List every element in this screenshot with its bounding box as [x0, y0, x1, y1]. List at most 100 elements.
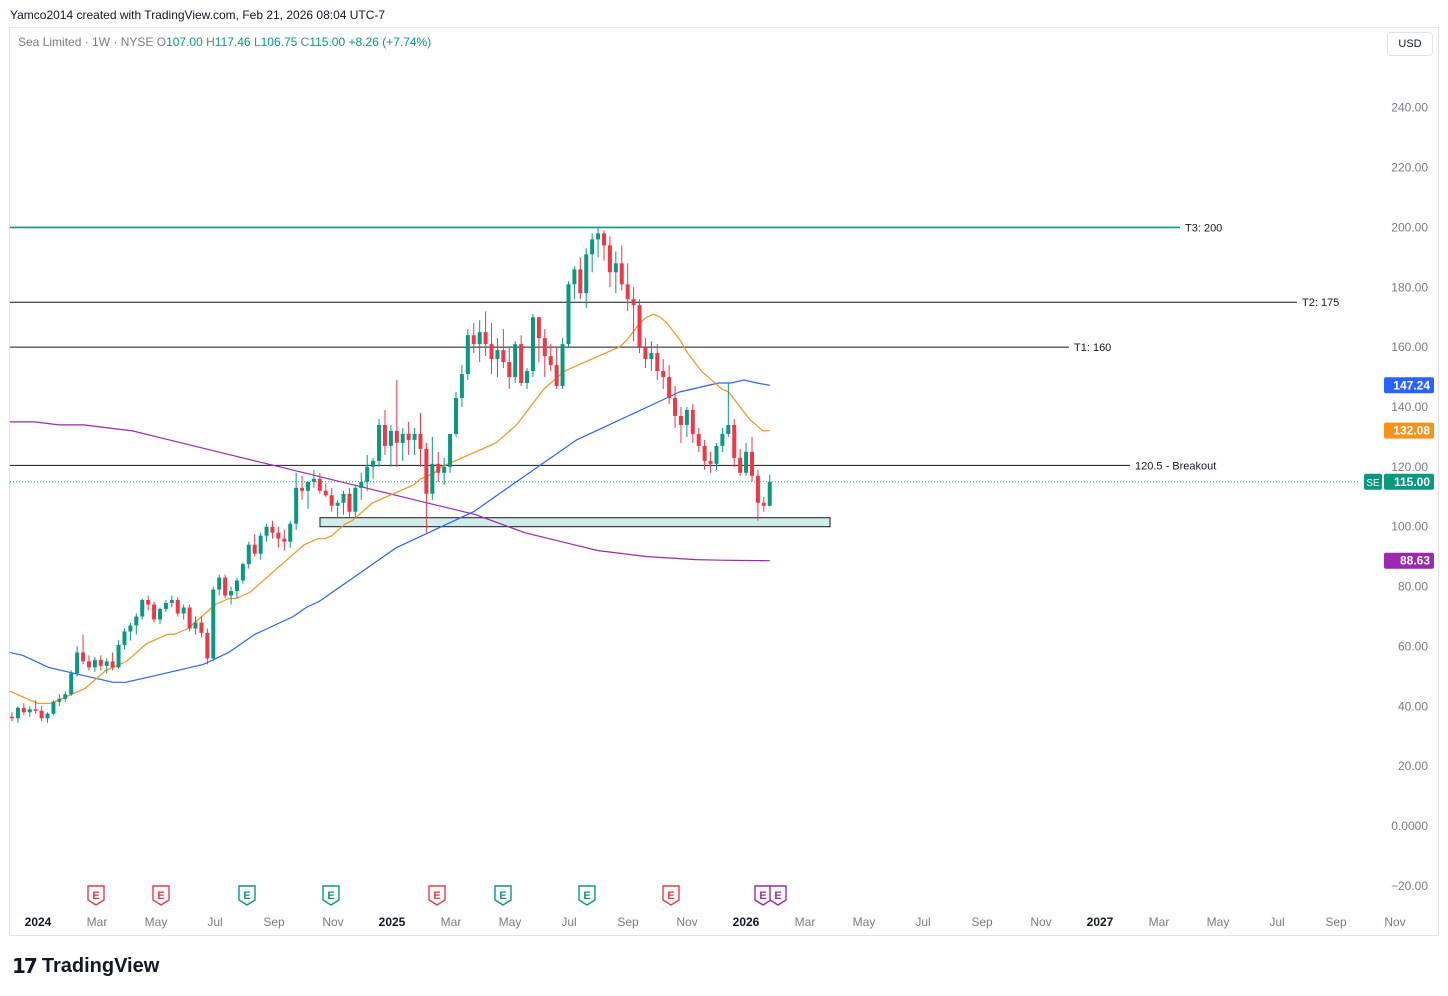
candle-body — [365, 466, 370, 482]
earnings-marker-label: E — [667, 890, 674, 902]
x-axis-tick-label: May — [145, 915, 168, 929]
earnings-marker-icon — [322, 885, 340, 906]
symbol-tag-box — [1364, 473, 1382, 490]
candle-body — [276, 532, 281, 539]
candle-body — [27, 709, 32, 713]
x-axis-tick-label: Jul — [1269, 915, 1284, 929]
earnings-marker-label: E — [759, 890, 766, 902]
x-axis-tick-label: Mar — [87, 915, 108, 929]
candle-body — [702, 445, 707, 461]
earnings-marker-icon — [152, 885, 170, 906]
candle-body — [566, 284, 571, 345]
candle-body — [377, 424, 382, 461]
candle-body — [353, 487, 358, 512]
earnings-marker-icon — [754, 885, 772, 906]
level-label: 120.5 - Breakout — [1135, 460, 1216, 472]
earnings-marker-icon — [494, 885, 512, 906]
candle-body — [477, 332, 482, 345]
y-axis-tick-label: 140.00 — [1391, 400, 1428, 414]
candle-body — [223, 577, 228, 596]
candle-body — [323, 490, 328, 496]
candle-body — [436, 463, 441, 473]
candle-body — [388, 430, 393, 446]
candle-body — [430, 463, 435, 494]
candle-body — [578, 269, 583, 294]
currency-button[interactable]: USD — [1387, 32, 1433, 56]
candle-body — [560, 344, 565, 387]
candle-body — [394, 430, 399, 443]
candle-body — [667, 377, 672, 399]
candle-body — [732, 424, 737, 458]
candle-body — [181, 607, 186, 614]
y-axis-tick-label: 240.00 — [1391, 101, 1428, 115]
earnings-marker-label: E — [157, 890, 164, 902]
open-value: 107.00 — [166, 35, 203, 49]
x-axis-tick-label: Mar — [441, 915, 462, 929]
candle-body — [359, 481, 364, 488]
candle-body — [252, 544, 257, 554]
candle-body — [229, 591, 234, 596]
candle-body — [738, 457, 743, 473]
y-axis-tick-label: 160.00 — [1391, 340, 1428, 354]
candle-body — [75, 652, 80, 674]
candle-body — [448, 433, 453, 467]
candle-body — [163, 603, 168, 610]
candle-body — [767, 481, 772, 506]
price-label-text: 147.24 — [1393, 378, 1430, 392]
candle-body — [655, 353, 660, 372]
candle-body — [412, 433, 417, 440]
y-axis-tick-label: 120.00 — [1391, 460, 1428, 474]
x-axis-tick-label: Sep — [617, 915, 639, 929]
earnings-marker-label: E — [774, 890, 781, 902]
candle-body — [211, 589, 216, 659]
ma-short-line — [9, 313, 770, 704]
candle-body — [104, 661, 109, 666]
price-label-box — [1384, 422, 1434, 439]
candle-body — [750, 451, 754, 476]
x-axis-tick-label: Jul — [915, 915, 930, 929]
price-label-box — [1384, 552, 1434, 569]
y-axis-tick-label: 0.0000 — [1391, 819, 1428, 833]
ma-mid-line — [9, 379, 770, 683]
candle-body — [205, 632, 210, 659]
candle-body — [418, 433, 423, 449]
low-value: 106.75 — [260, 35, 298, 49]
candle-body — [530, 317, 535, 372]
candle-body — [57, 698, 62, 702]
change-value: +8.26 (+7.74%) — [348, 35, 432, 49]
candle-body — [98, 659, 103, 666]
x-axis-tick-label: 2025 — [379, 915, 406, 929]
earnings-marker-label: E — [243, 890, 250, 902]
candle-body — [382, 424, 387, 446]
price-label-text: 132.08 — [1393, 424, 1430, 438]
y-axis-tick-label: 220.00 — [1391, 161, 1428, 175]
candle-body — [495, 350, 500, 360]
candle-body — [619, 263, 624, 285]
candle-body — [519, 344, 524, 384]
candle-body — [341, 493, 346, 503]
candle-body — [501, 350, 506, 363]
candle-body — [602, 233, 606, 246]
candle-body — [696, 433, 701, 446]
low-label: L — [253, 35, 261, 49]
tradingview-logo: 17 TradingView — [12, 954, 159, 978]
earnings-marker-label: E — [327, 890, 334, 902]
candle-body — [288, 523, 293, 542]
candle-body — [169, 600, 174, 604]
candle-body — [264, 526, 269, 536]
candle-body — [631, 299, 636, 306]
candle-body — [69, 673, 74, 695]
candle-body — [513, 344, 518, 378]
x-axis-tick-label: Nov — [1030, 915, 1051, 929]
candle-body — [744, 451, 749, 473]
earnings-marker-icon — [238, 885, 256, 906]
earnings-marker-icon — [578, 885, 596, 906]
x-axis-tick-label: Jul — [207, 915, 222, 929]
candle-body — [673, 398, 678, 416]
candle-body — [21, 707, 26, 713]
candle-body — [258, 535, 263, 554]
candle-body — [335, 502, 340, 506]
earnings-marker-label: E — [433, 890, 440, 902]
candle-body — [643, 347, 648, 360]
